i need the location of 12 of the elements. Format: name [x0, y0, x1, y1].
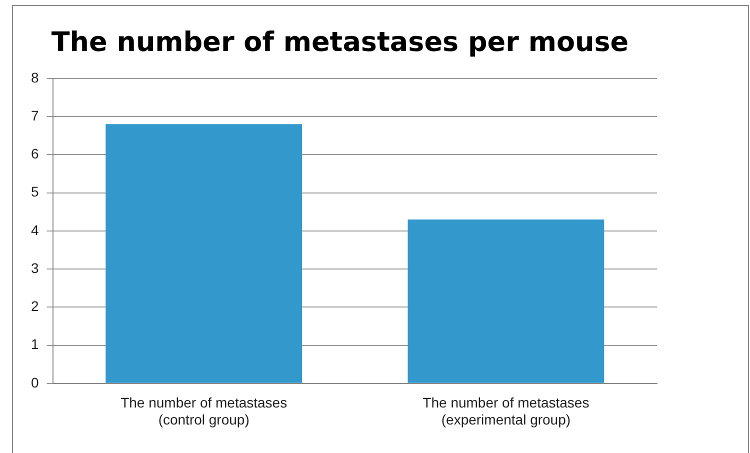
y-tick-label: 3 — [30, 260, 39, 276]
y-tick-label: 8 — [30, 69, 39, 86]
y-tick-label: 1 — [30, 336, 39, 352]
x-tick-label: The number of metastases (experimental group) — [422, 394, 590, 428]
y-tick-label: 4 — [30, 222, 39, 238]
y-tick-label: 5 — [30, 184, 39, 200]
x-tick-label: The number of metastases (control group) — [120, 394, 288, 428]
y-tick-label: 7 — [30, 107, 39, 124]
y-tick-label: 0 — [30, 374, 39, 390]
chart-title: The number of metastases per mouse — [51, 27, 629, 58]
y-tick-label: 2 — [30, 298, 39, 314]
y-tick-label: 6 — [30, 146, 39, 162]
